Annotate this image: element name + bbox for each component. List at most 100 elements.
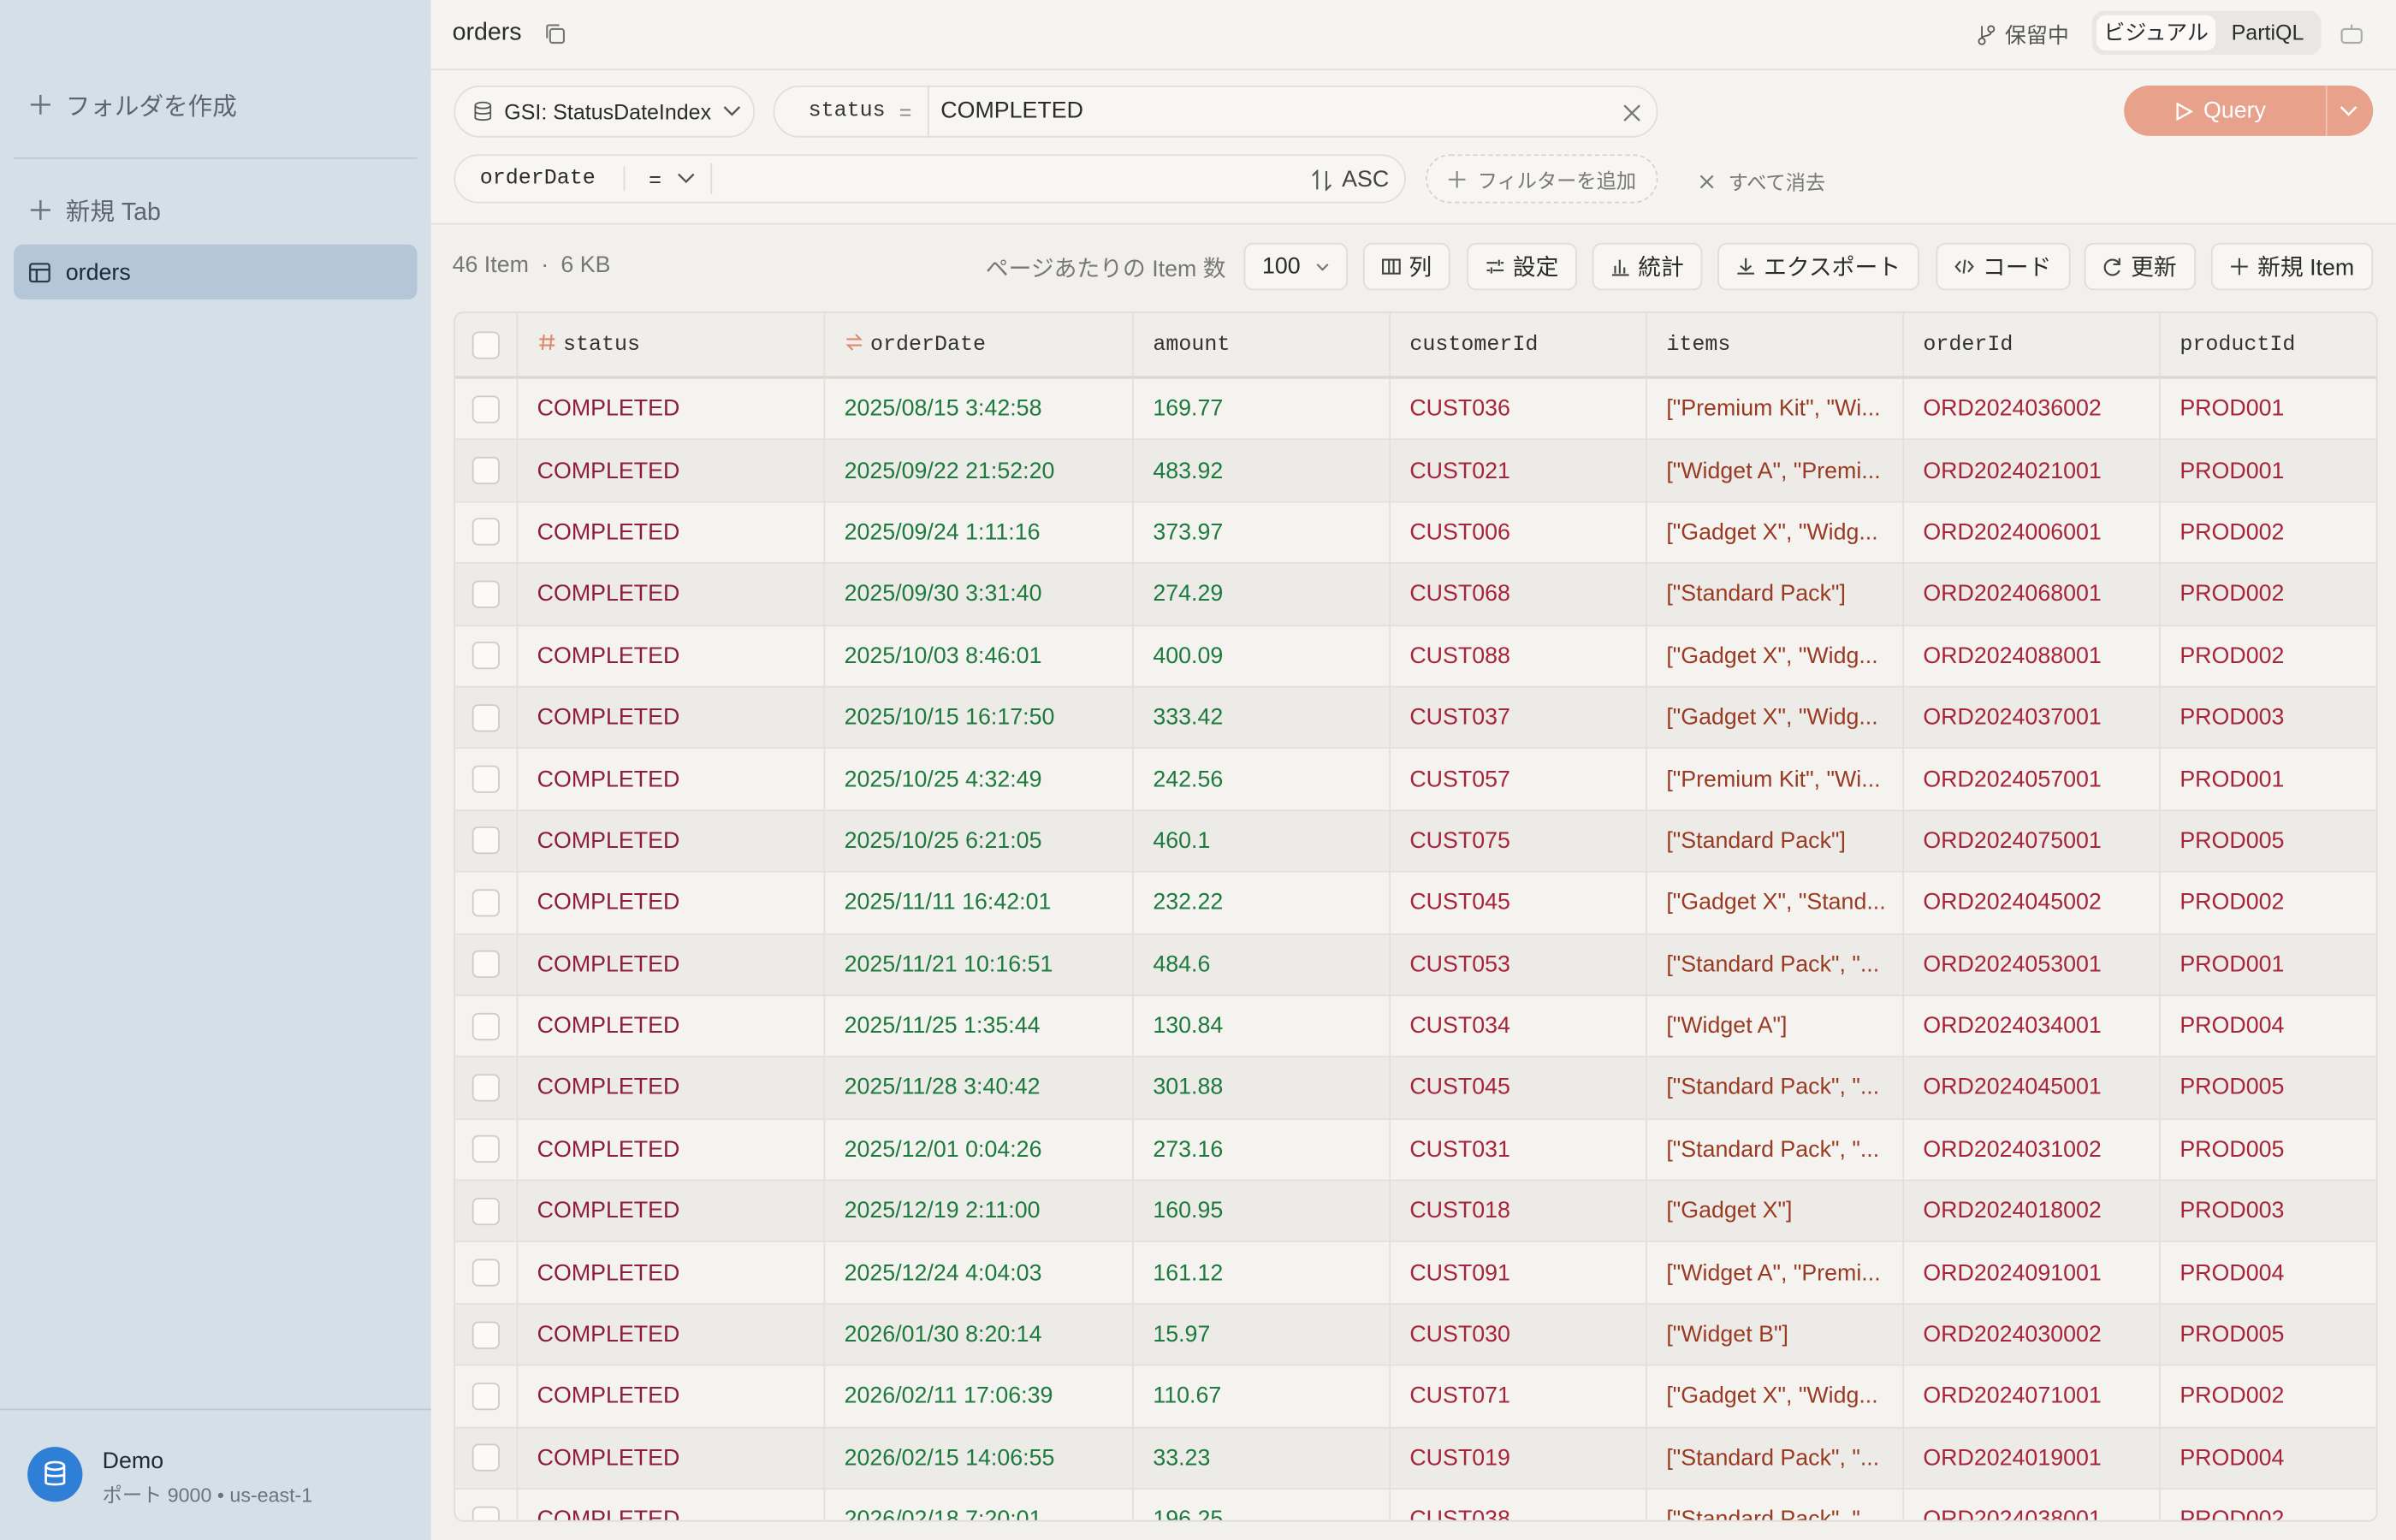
clear-icon[interactable] bbox=[1622, 104, 1640, 121]
row-checkbox[interactable] bbox=[471, 1259, 500, 1287]
connection-avatar bbox=[27, 1447, 83, 1502]
cell: CUST045 bbox=[1389, 1057, 1647, 1120]
table-item[interactable]: orders bbox=[14, 244, 418, 299]
table-row[interactable]: COMPLETED 2025/10/03 8:46:01 400.09 CUST088… bbox=[455, 625, 2376, 688]
row-checkbox[interactable] bbox=[471, 1074, 500, 1102]
row-checkbox[interactable] bbox=[471, 642, 500, 670]
row-checkbox[interactable] bbox=[471, 518, 500, 547]
pk-value[interactable]: COMPLETED bbox=[927, 85, 1083, 138]
button-icon bbox=[2104, 258, 2121, 276]
cell: ORD2024031002 bbox=[1902, 1118, 2161, 1182]
cell: COMPLETED bbox=[516, 1241, 825, 1305]
table-row[interactable]: COMPLETED 2025/09/30 3:31:40 274.29 CUST068… bbox=[455, 563, 2376, 626]
column-header[interactable]: customerId bbox=[1389, 313, 1647, 379]
cell: CUST018 bbox=[1389, 1180, 1647, 1243]
row-checkbox[interactable] bbox=[471, 1382, 500, 1411]
cell: 2025/12/19 2:11:00 bbox=[823, 1180, 1134, 1243]
table-row[interactable]: COMPLETED 2025/11/21 10:16:51 484.6 CUST053… bbox=[455, 933, 2376, 997]
cell: 130.84 bbox=[1132, 995, 1391, 1058]
table-row[interactable]: COMPLETED 2025/12/01 0:04:26 273.16 CUST031… bbox=[455, 1118, 2376, 1182]
button-icon bbox=[1486, 259, 1504, 274]
column-header[interactable]: orderDate bbox=[823, 313, 1134, 379]
select-all-checkbox[interactable] bbox=[471, 330, 500, 358]
copy-icon[interactable] bbox=[544, 23, 566, 44]
row-checkbox[interactable] bbox=[471, 394, 500, 424]
per-page-select[interactable]: 100 bbox=[1243, 242, 1348, 291]
table-row[interactable]: COMPLETED 2026/02/15 14:06:55 33.23 CUST019… bbox=[455, 1427, 2376, 1490]
toolbar-button[interactable]: コード bbox=[1936, 242, 2071, 291]
cell: COMPLETED bbox=[516, 501, 825, 565]
chevron[interactable] bbox=[2340, 105, 2357, 117]
row-checkbox[interactable] bbox=[471, 1012, 500, 1040]
row-checkbox[interactable] bbox=[471, 703, 500, 732]
create-folder[interactable]: フォルダを作成 bbox=[30, 86, 237, 122]
cell: ORD2024091001 bbox=[1902, 1241, 2161, 1305]
table-row[interactable]: COMPLETED 2025/10/25 4:32:49 242.56 CUST057… bbox=[455, 748, 2376, 811]
row-checkbox[interactable] bbox=[471, 951, 500, 979]
db-icon bbox=[474, 101, 492, 121]
cell: ["Premium Kit", "Wi... bbox=[1646, 377, 1904, 441]
row-checkbox[interactable] bbox=[471, 765, 500, 793]
mode-partiql[interactable]: PartiQL bbox=[2231, 20, 2304, 44]
table-row[interactable]: COMPLETED 2025/12/24 4:04:03 161.12 CUST091… bbox=[455, 1241, 2376, 1305]
table-row[interactable]: COMPLETED 2025/11/28 3:40:42 301.88 CUST045… bbox=[455, 1057, 2376, 1120]
cell: CUST031 bbox=[1389, 1118, 1647, 1182]
table-row[interactable]: COMPLETED 2026/02/18 7:20:01 196.25 CUST038… bbox=[455, 1489, 2376, 1520]
table-row[interactable]: COMPLETED 2025/10/15 16:17:50 333.42 CUST03… bbox=[455, 686, 2376, 749]
cell: CUST091 bbox=[1389, 1241, 1647, 1305]
column-header[interactable]: items bbox=[1646, 313, 1904, 379]
row-checkbox[interactable] bbox=[471, 457, 500, 485]
sort-toggle[interactable]: ASC bbox=[1311, 167, 1389, 192]
cell: CUST038 bbox=[1389, 1489, 1647, 1520]
cell: ORD2024068001 bbox=[1902, 563, 2161, 626]
add-filter[interactable]: フィルターを追加 bbox=[1426, 154, 1658, 204]
toolbar-button[interactable]: 統計 bbox=[1592, 242, 1703, 291]
row-checkbox[interactable] bbox=[471, 1320, 500, 1349]
cell: CUST037 bbox=[1389, 686, 1647, 749]
divider bbox=[430, 68, 2396, 71]
toolbar-button[interactable]: 更新 bbox=[2084, 242, 2197, 291]
row-checkbox[interactable] bbox=[471, 1506, 500, 1520]
clear-all[interactable]: すべて消去 bbox=[1699, 167, 1825, 196]
toolbar-button[interactable]: 設定 bbox=[1467, 242, 1577, 291]
new-tab[interactable]: 新規 Tab bbox=[30, 191, 161, 228]
row-checkbox[interactable] bbox=[471, 1197, 500, 1225]
table-row[interactable]: COMPLETED 2025/09/24 1:11:16 373.97 CUST006… bbox=[455, 501, 2376, 565]
column-header[interactable]: orderId bbox=[1902, 313, 2161, 379]
table-row[interactable]: COMPLETED 2025/12/19 2:11:00 160.95 CUST018… bbox=[455, 1180, 2376, 1243]
table-row[interactable]: COMPLETED 2025/10/25 6:21:05 460.1 CUST075[… bbox=[455, 809, 2376, 873]
table-row[interactable]: COMPLETED 2025/09/22 21:52:20 483.92 CUST02… bbox=[455, 440, 2376, 503]
row-checkbox[interactable] bbox=[471, 826, 500, 855]
query-button[interactable]: Query bbox=[2124, 85, 2374, 136]
bot-icon[interactable] bbox=[2340, 21, 2364, 46]
cell: ["Standard Pack", "... bbox=[1646, 1118, 1904, 1182]
cell: PROD002 bbox=[2159, 501, 2376, 565]
button-icon bbox=[1611, 259, 1629, 276]
toolbar-button[interactable]: エクスポート bbox=[1717, 242, 1919, 291]
clear-icon bbox=[1699, 174, 1714, 188]
column-header[interactable]: amount bbox=[1132, 313, 1391, 379]
column-name: customerId bbox=[1409, 332, 1539, 357]
column-header[interactable]: productId bbox=[2159, 313, 2376, 379]
table-row[interactable]: COMPLETED 2026/01/30 8:20:14 15.97 CUST030[… bbox=[455, 1303, 2376, 1366]
table-row[interactable]: COMPLETED 2025/11/25 1:35:44 130.84 CUST034… bbox=[455, 995, 2376, 1058]
table-row[interactable]: COMPLETED 2025/08/15 3:42:58 169.77 CUST036… bbox=[455, 377, 2376, 441]
column-name: status bbox=[563, 332, 641, 357]
toolbar-button[interactable]: 新規 Item bbox=[2210, 242, 2374, 291]
table-row[interactable]: COMPLETED 2025/11/11 16:42:01 232.22 CUST04… bbox=[455, 871, 2376, 934]
select-all-cell bbox=[455, 313, 518, 379]
cell: 2025/11/28 3:40:42 bbox=[823, 1057, 1134, 1120]
cell: ORD2024034001 bbox=[1902, 995, 2161, 1058]
sort-label: ASC bbox=[1342, 166, 1390, 192]
mode-visual[interactable]: ビジュアル bbox=[2096, 15, 2216, 50]
row-checkbox[interactable] bbox=[471, 580, 500, 608]
sk-op-select[interactable]: = bbox=[622, 166, 695, 192]
column-header[interactable]: status bbox=[516, 313, 825, 379]
row-checkbox[interactable] bbox=[471, 888, 500, 917]
index-select[interactable]: GSI: StatusDateIndex bbox=[454, 85, 756, 138]
table-row[interactable]: COMPLETED 2026/02/11 17:06:39 110.67 CUST07… bbox=[455, 1365, 2376, 1429]
cell: ["Standard Pack", "... bbox=[1646, 1427, 1904, 1490]
row-checkbox[interactable] bbox=[471, 1444, 500, 1472]
toolbar-button[interactable]: 列 bbox=[1362, 242, 1450, 291]
row-checkbox[interactable] bbox=[471, 1135, 500, 1164]
